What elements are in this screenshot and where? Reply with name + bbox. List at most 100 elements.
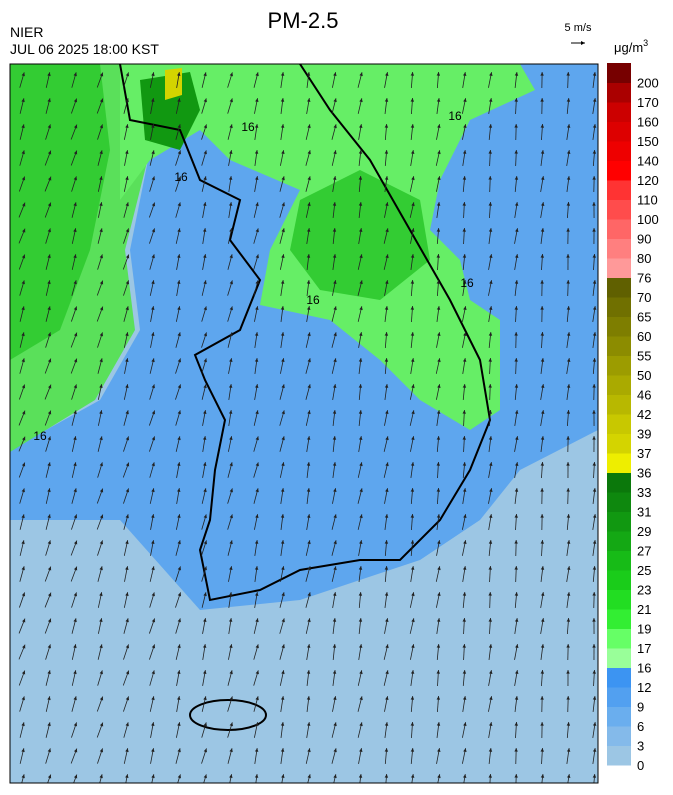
wind-arrowhead <box>332 410 337 414</box>
colorbar-swatch <box>607 511 631 532</box>
wind-arrowhead <box>359 98 363 103</box>
wind-arrowhead <box>73 358 78 363</box>
wind-arrowhead <box>229 124 233 129</box>
colorbar-swatch <box>607 316 631 337</box>
wind-arrowhead <box>73 72 77 77</box>
wind-arrowhead <box>462 696 467 700</box>
wind-arrowhead <box>99 566 103 571</box>
wind-arrowhead <box>410 280 415 284</box>
wind-arrowhead <box>514 124 518 128</box>
colorbar-label: 100 <box>637 212 659 227</box>
colorbar-label: 80 <box>637 251 651 266</box>
wind-arrowhead <box>384 566 389 570</box>
wind-arrowhead <box>177 488 181 492</box>
wind-arrowhead <box>177 748 181 753</box>
wind-arrowhead <box>592 124 597 128</box>
wind-arrowhead <box>99 202 103 207</box>
wind-arrowhead <box>566 228 570 232</box>
colorbar-swatch <box>607 63 631 83</box>
wind-arrowhead <box>436 98 441 102</box>
wind-arrowhead <box>125 332 129 337</box>
wind-arrowhead <box>462 254 467 258</box>
wind-arrowhead <box>462 774 467 778</box>
wind-arrowhead <box>177 696 181 700</box>
wind-arrowhead <box>592 540 597 544</box>
wind-arrowhead <box>306 488 311 492</box>
wind-arrowhead <box>566 72 570 76</box>
colorbar-label: 160 <box>637 115 659 130</box>
wind-arrowhead <box>359 228 363 232</box>
wind-arrowhead <box>540 488 544 492</box>
wind-arrowhead <box>410 566 415 570</box>
wind-arrowhead <box>73 436 77 441</box>
wind-arrowhead <box>384 150 389 154</box>
wind-arrowhead <box>540 280 544 284</box>
wind-arrowhead <box>99 72 104 77</box>
wind-arrowhead <box>254 150 259 154</box>
wind-arrowhead <box>385 618 389 623</box>
wind-arrowhead <box>229 670 233 675</box>
wind-arrowhead <box>307 358 311 363</box>
wind-arrowhead <box>280 124 285 128</box>
jeju-coast <box>189 699 267 731</box>
wind-arrowhead <box>203 748 208 753</box>
wind-arrowhead <box>566 592 571 596</box>
wind-arrowhead <box>437 384 441 389</box>
wind-arrowhead <box>21 384 26 389</box>
wind-arrowhead <box>385 228 389 233</box>
wind-arrowhead <box>281 644 285 649</box>
wind-arrowhead <box>125 98 129 103</box>
wind-arrowhead <box>488 774 492 778</box>
wind-arrowhead <box>281 228 285 233</box>
wind-arrowhead <box>541 384 545 388</box>
wind-arrowhead <box>307 332 311 337</box>
wind-arrowhead <box>99 176 103 181</box>
wind-arrowhead <box>410 72 415 76</box>
wind-arrowhead <box>410 358 415 362</box>
wind-arrowhead <box>125 228 130 233</box>
wind-arrowhead <box>254 124 259 128</box>
wind-arrowhead <box>281 358 285 363</box>
wind-arrowhead <box>47 280 51 285</box>
wind-arrowhead <box>99 748 104 753</box>
wind-arrowhead <box>489 254 493 258</box>
wind-arrowhead <box>306 462 311 466</box>
wind-arrowhead <box>514 696 519 700</box>
wind-arrowhead <box>514 98 518 102</box>
wind-arrowhead <box>99 618 103 623</box>
wind-arrowhead <box>177 410 181 415</box>
wind-arrowhead <box>177 124 181 129</box>
wind-arrowhead <box>177 306 181 311</box>
wind-arrowhead <box>125 436 130 441</box>
wind-arrowhead <box>385 72 389 76</box>
wind-arrowhead <box>306 436 311 440</box>
wind-arrowhead <box>73 228 77 233</box>
wind-arrowhead <box>177 332 181 337</box>
wind-arrowhead <box>332 254 337 258</box>
wind-arrowhead <box>202 436 207 440</box>
wind-arrowhead <box>151 176 155 181</box>
wind-arrowhead <box>280 748 285 752</box>
wind-arrowhead <box>385 436 389 441</box>
wind-arrowhead <box>255 280 259 285</box>
wind-arrowhead <box>125 540 129 545</box>
wind-arrowhead <box>151 462 155 467</box>
colorbar-label: 90 <box>637 232 651 247</box>
coastline <box>119 64 492 602</box>
wind-arrowhead <box>592 254 597 258</box>
wind-arrowhead <box>462 670 467 674</box>
wind-arrowhead <box>73 592 78 597</box>
wind-arrowhead <box>333 722 337 727</box>
wind-arrowhead <box>358 644 363 648</box>
wind-arrowhead <box>333 592 337 596</box>
wind-arrowhead <box>411 228 415 233</box>
wind-arrowhead <box>489 72 493 77</box>
wind-arrowhead <box>151 540 155 544</box>
wind-arrowhead <box>125 670 130 675</box>
colorbar-swatch <box>607 667 631 688</box>
wind-arrowhead <box>592 358 597 362</box>
wind-arrowhead <box>281 462 285 467</box>
wind-arrowhead <box>410 670 415 674</box>
wind-arrowhead <box>385 410 389 415</box>
wind-arrowhead <box>48 176 52 181</box>
